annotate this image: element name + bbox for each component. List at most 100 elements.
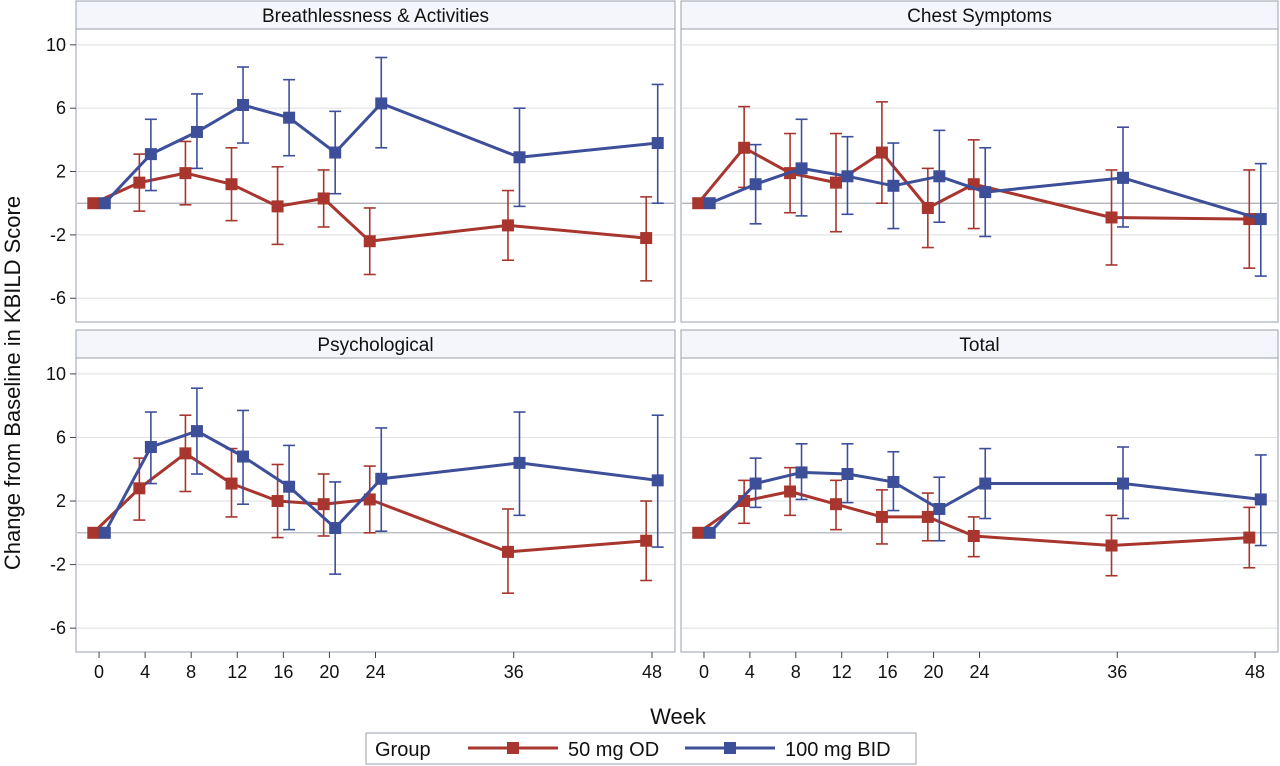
- data-point: [640, 535, 652, 547]
- data-point: [375, 473, 387, 485]
- plot-area: [76, 29, 675, 322]
- y-tick-label: 10: [46, 35, 66, 55]
- legend-label: 50 mg OD: [568, 739, 659, 761]
- data-point: [283, 112, 295, 124]
- data-point: [513, 457, 525, 469]
- data-point: [318, 192, 330, 204]
- data-point: [191, 126, 203, 138]
- data-point: [226, 478, 238, 490]
- data-point: [692, 527, 704, 539]
- y-tick-label: 2: [56, 491, 66, 511]
- data-point: [1106, 211, 1118, 223]
- y-tick-label: 6: [56, 427, 66, 447]
- panel-title: Breathlessness & Activities: [262, 6, 489, 27]
- legend-marker: [724, 742, 736, 754]
- data-point: [1117, 172, 1129, 184]
- data-point: [1255, 213, 1267, 225]
- data-point: [876, 511, 888, 523]
- data-point: [513, 151, 525, 163]
- panel-1: Breathlessness & Activities: [76, 1, 675, 322]
- data-point: [968, 530, 980, 542]
- data-point: [652, 474, 664, 486]
- x-tick-label: 20: [319, 662, 339, 682]
- data-point: [226, 178, 238, 190]
- panel-title: Psychological: [317, 335, 433, 356]
- data-point: [830, 498, 842, 510]
- plot-area: [681, 358, 1278, 652]
- data-point: [133, 482, 145, 494]
- data-point: [179, 447, 191, 459]
- data-point: [502, 546, 514, 558]
- panel-4: Total: [681, 330, 1278, 652]
- x-tick-label: 24: [969, 662, 989, 682]
- data-point: [979, 186, 991, 198]
- x-axis-label: Week: [650, 704, 707, 729]
- legend: Group 50 mg OD 100 mg BID: [366, 733, 916, 764]
- data-point: [375, 97, 387, 109]
- panel-title: Chest Symptoms: [907, 6, 1052, 27]
- data-point: [237, 99, 249, 111]
- data-point: [272, 200, 284, 212]
- data-point: [87, 527, 99, 539]
- data-point: [704, 527, 716, 539]
- x-tick-label: 0: [94, 662, 104, 682]
- y-tick-label: -2: [50, 555, 66, 575]
- data-point: [830, 177, 842, 189]
- data-point: [145, 441, 157, 453]
- legend-marker: [507, 742, 519, 754]
- legend-title: Group: [375, 739, 431, 761]
- data-point: [179, 167, 191, 179]
- data-point: [145, 148, 157, 160]
- data-point: [922, 511, 934, 523]
- data-point: [738, 142, 750, 154]
- y-tick-label: 10: [46, 364, 66, 384]
- data-point: [750, 178, 762, 190]
- data-point: [887, 180, 899, 192]
- x-tick-label: 12: [227, 662, 247, 682]
- data-point: [191, 425, 203, 437]
- panel-3: Psychological: [76, 330, 675, 652]
- data-point: [652, 137, 664, 149]
- data-point: [796, 162, 808, 174]
- data-point: [283, 481, 295, 493]
- panel-title: Total: [959, 335, 999, 356]
- data-point: [1255, 493, 1267, 505]
- x-tick-label: 48: [642, 662, 662, 682]
- x-tick-label: 4: [140, 662, 150, 682]
- data-point: [692, 197, 704, 209]
- panels-layer: Breathlessness & Activities Chest Symptom…: [76, 1, 1278, 652]
- data-point: [640, 232, 652, 244]
- data-point: [841, 468, 853, 480]
- data-point: [87, 197, 99, 209]
- panel-2: Chest Symptoms: [681, 1, 1278, 322]
- y-tick-label: 6: [56, 98, 66, 118]
- x-tick-label: 36: [1107, 662, 1127, 682]
- x-tick-label: 8: [791, 662, 801, 682]
- data-point: [796, 466, 808, 478]
- data-point: [364, 235, 376, 247]
- legend-label: 100 mg BID: [785, 739, 891, 761]
- x-tick-label: 12: [832, 662, 852, 682]
- x-tick-label: 8: [186, 662, 196, 682]
- data-point: [272, 495, 284, 507]
- plot-area: [681, 29, 1278, 322]
- kbild-chart: Breathlessness & Activities Chest Symptom…: [0, 0, 1280, 766]
- y-tick-label: 2: [56, 162, 66, 182]
- data-point: [502, 219, 514, 231]
- x-tick-label: 16: [273, 662, 293, 682]
- data-point: [704, 197, 716, 209]
- x-tick-label: 24: [365, 662, 385, 682]
- data-point: [841, 170, 853, 182]
- x-tick-label: 36: [504, 662, 524, 682]
- data-point: [1243, 532, 1255, 544]
- data-point: [933, 503, 945, 515]
- data-point: [979, 478, 991, 490]
- data-point: [329, 147, 341, 159]
- data-point: [133, 177, 145, 189]
- x-tick-label: 16: [878, 662, 898, 682]
- data-point: [876, 147, 888, 159]
- x-tick-label: 20: [924, 662, 944, 682]
- data-point: [933, 170, 945, 182]
- x-tick-label: 0: [699, 662, 709, 682]
- y-tick-label: -2: [50, 225, 66, 245]
